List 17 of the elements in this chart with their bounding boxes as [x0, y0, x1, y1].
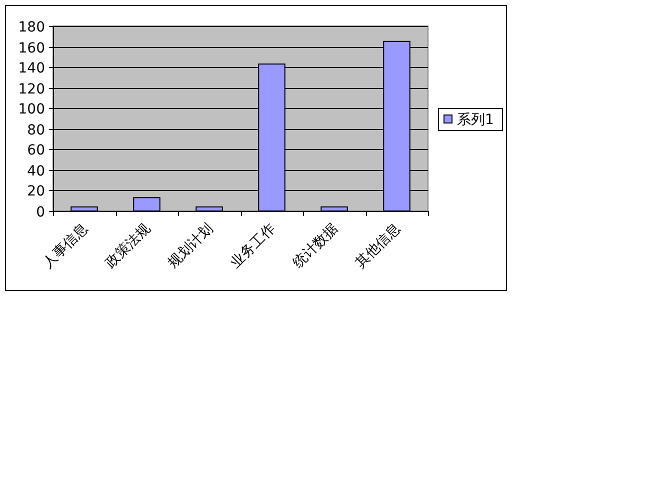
y-tick-label: 60: [27, 142, 45, 158]
y-tick-label: 180: [18, 20, 45, 36]
y-tick-label: 160: [18, 40, 45, 56]
x-tick-label: 规划计划: [165, 220, 216, 272]
x-tick-label: 政策法规: [102, 220, 154, 272]
y-tick-label: 120: [18, 82, 45, 98]
x-tick-label: 人事信息: [40, 220, 92, 272]
y-tick-label: 0: [36, 204, 45, 220]
x-tick-label: 统计数据: [290, 220, 342, 272]
y-tick-label: 40: [27, 164, 45, 180]
legend-label: 系列1: [457, 112, 494, 128]
x-tick-label: 业务工作: [228, 220, 279, 272]
y-tick-label: 80: [27, 122, 45, 138]
y-tick-label: 140: [18, 60, 45, 76]
x-tick-label: 其他信息: [352, 220, 404, 272]
y-tick-label: 20: [27, 184, 45, 200]
y-tick-label: 100: [18, 102, 45, 118]
